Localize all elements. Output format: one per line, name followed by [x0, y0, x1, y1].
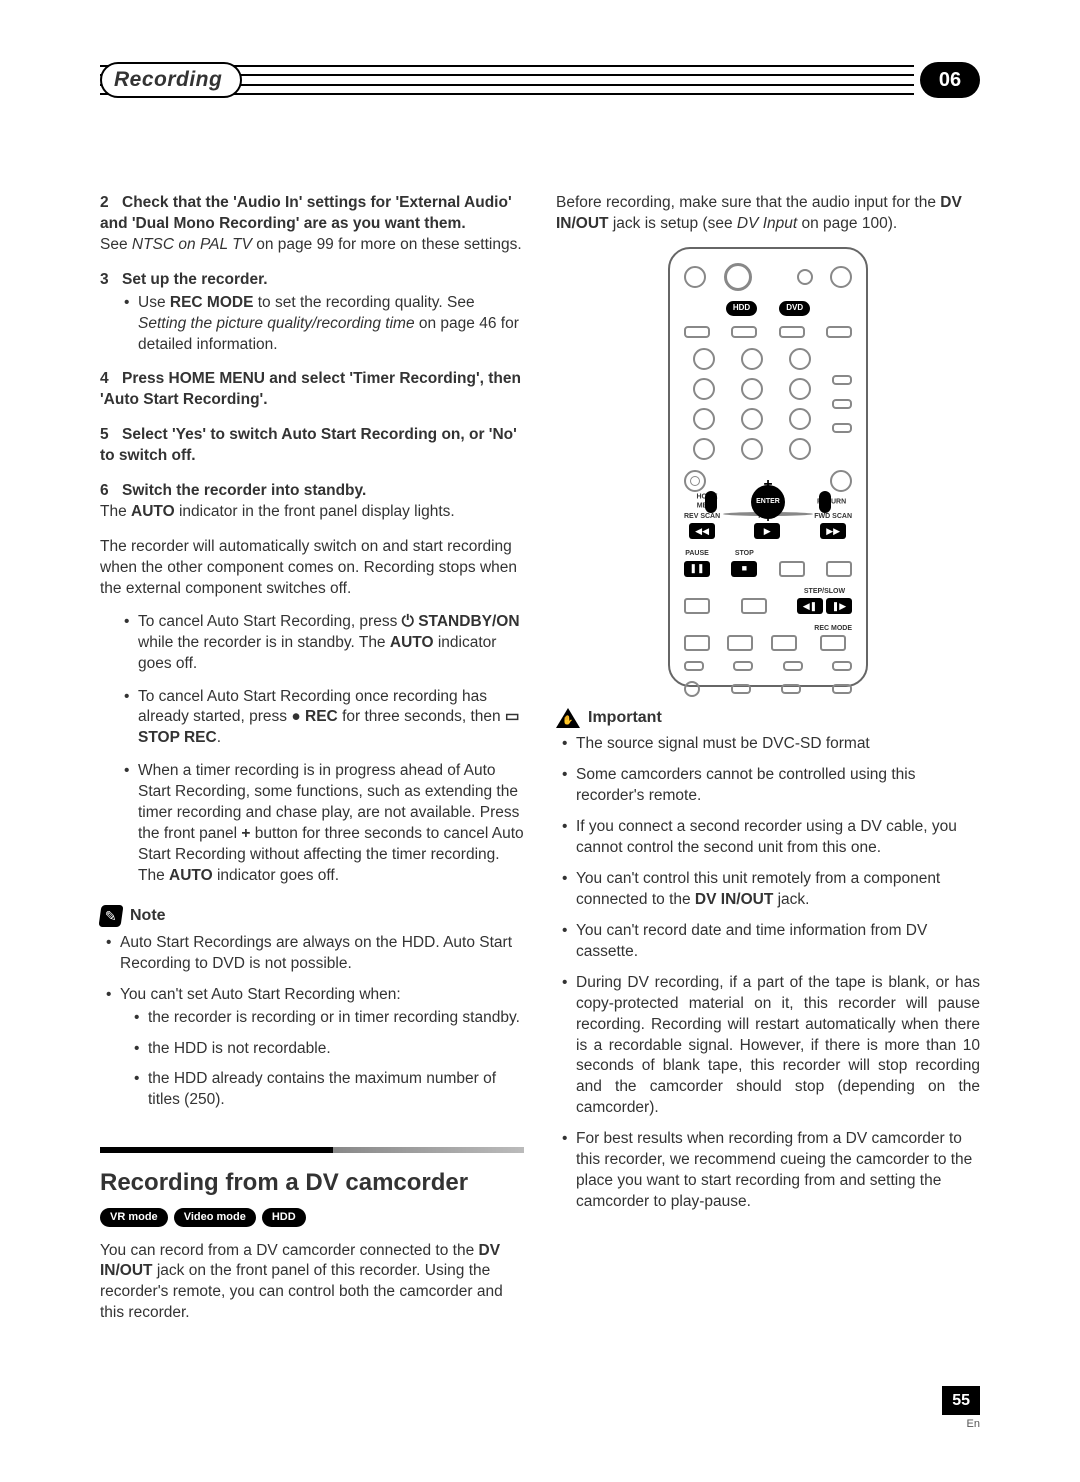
important-title: Important — [588, 707, 662, 729]
step3-bullet: Use REC MODE to set the recording qualit… — [124, 293, 524, 356]
header-pill: Recording — [100, 62, 242, 98]
auto-para: The recorder will automatically switch o… — [100, 537, 524, 600]
list-item: You can't record date and time informati… — [562, 921, 980, 963]
dvd-btn: DVD — [779, 301, 810, 316]
step4-title: Press HOME MENU and select 'Timer Record… — [100, 370, 521, 408]
page-footer: 55 En — [942, 1386, 980, 1432]
step2-title: Check that the 'Audio In' settings for '… — [100, 194, 512, 232]
badge-hdd: HDD — [262, 1208, 306, 1227]
badge-vr: VR mode — [100, 1208, 168, 1227]
step5-title: Select 'Yes' to switch Auto Start Record… — [100, 426, 517, 464]
content-columns: 2Check that the 'Audio In' settings for … — [100, 193, 980, 1336]
stop-icon: ■ — [731, 561, 757, 577]
warning-icon — [556, 708, 580, 728]
header-title: Recording — [114, 66, 222, 94]
important-header: Important — [556, 707, 980, 729]
left-column: 2Check that the 'Audio In' settings for … — [100, 193, 524, 1336]
pause-icon: ❚❚ — [684, 561, 710, 577]
right-intro: Before recording, make sure that the aud… — [556, 193, 980, 235]
cancel-list: To cancel Auto Start Recording, press ⏻ … — [124, 612, 524, 887]
badge-video: Video mode — [174, 1208, 256, 1227]
list-item: Auto Start Recordings are always on the … — [106, 933, 524, 975]
list-item: the HDD already contains the maximum num… — [134, 1069, 524, 1111]
right-column: Before recording, make sure that the aud… — [556, 193, 980, 1336]
note-title: Note — [130, 905, 166, 927]
page-number: 55 — [942, 1386, 980, 1416]
list-item: For best results when recording from a D… — [562, 1129, 980, 1213]
list-item: During DV recording, if a part of the ta… — [562, 973, 980, 1119]
step3-title: Set up the recorder. — [122, 271, 268, 288]
hdd-btn: HDD — [726, 301, 757, 316]
list-item: You can't set Auto Start Recording when:… — [106, 985, 524, 1112]
step-3: 3Set up the recorder. Use REC MODE to se… — [100, 270, 524, 356]
important-list: The source signal must be DVC-SD format … — [562, 734, 980, 1212]
step-5: 5Select 'Yes' to switch Auto Start Recor… — [100, 425, 524, 467]
step-2: 2Check that the 'Audio In' settings for … — [100, 193, 524, 256]
mode-badges: VR mode Video mode HDD — [100, 1208, 524, 1227]
step-rev-icon: ◀❚ — [797, 598, 823, 614]
list-item: To cancel Auto Start Recording, press ⏻ … — [124, 612, 524, 675]
step-6: 6Switch the recorder into standby. The A… — [100, 481, 524, 523]
note-header: ✎ Note — [100, 905, 524, 927]
note-list: Auto Start Recordings are always on the … — [106, 933, 524, 1111]
list-item: the recorder is recording or in timer re… — [134, 1008, 524, 1029]
list-item: The source signal must be DVC-SD format — [562, 734, 980, 755]
step-4: 4Press HOME MENU and select 'Timer Recor… — [100, 369, 524, 411]
list-item: You can't control this unit remotely fro… — [562, 869, 980, 911]
list-item: Some camcorders cannot be controlled usi… — [562, 765, 980, 807]
list-item: When a timer recording is in progress ah… — [124, 761, 524, 887]
list-item: To cancel Auto Start Recording once reco… — [124, 687, 524, 750]
remote-diagram: HDDDVD ENTER HOME MENU RETURN ++ — [668, 247, 868, 687]
list-item: the HDD is not recordable. — [134, 1039, 524, 1060]
note-sublist: the recorder is recording or in timer re… — [134, 1008, 524, 1112]
step6-title: Switch the recorder into standby. — [122, 482, 366, 499]
sec2-para: You can record from a DV camcorder conne… — [100, 1241, 524, 1325]
pencil-icon: ✎ — [98, 905, 123, 927]
fwd-scan-icon: ▶▶ — [820, 523, 846, 539]
section-divider — [100, 1147, 524, 1153]
header-rule-wrap: Recording — [100, 62, 914, 98]
list-item: If you connect a second recorder using a… — [562, 817, 980, 859]
page-header: Recording 06 — [100, 62, 980, 98]
section-title: Recording from a DV camcorder — [100, 1167, 524, 1199]
step-fwd-icon: ❚▶ — [826, 598, 852, 614]
chapter-chip: 06 — [920, 62, 980, 98]
rev-scan-icon: ◀◀ — [689, 523, 715, 539]
page-lang: En — [942, 1417, 980, 1432]
